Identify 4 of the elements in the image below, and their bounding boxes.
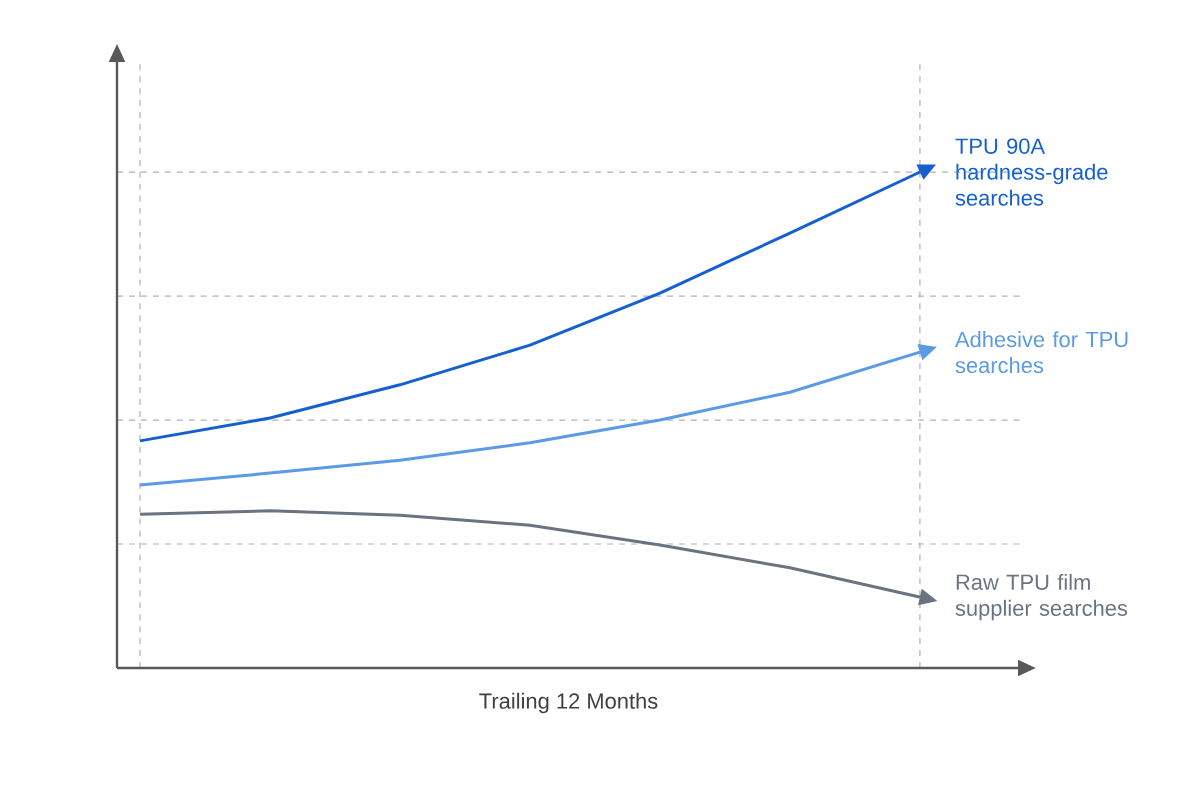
series-label: TPU 90A hardness-grade searches xyxy=(955,138,1108,206)
series-label: Raw TPU film supplier searches xyxy=(955,573,1128,621)
series-label: Adhesive for TPU searches xyxy=(955,331,1128,374)
x-axis-title: Trailing 12 Months xyxy=(479,692,658,714)
